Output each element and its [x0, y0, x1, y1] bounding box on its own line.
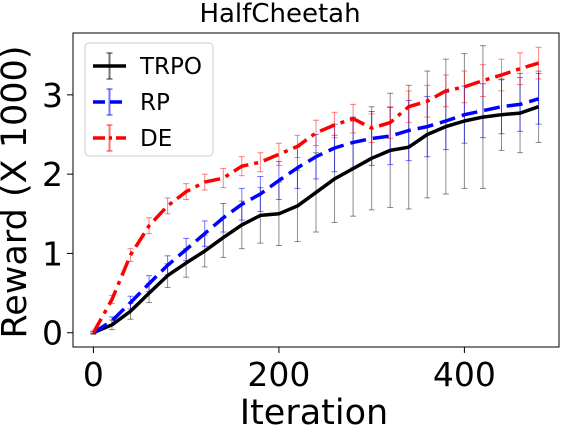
- y-tick-label: 3: [42, 76, 63, 115]
- legend: TRPO RP DE: [84, 42, 214, 157]
- x-axis-ticks: 0 200 400: [83, 347, 496, 394]
- y-tick-label: 2: [42, 155, 63, 194]
- y-tick-label: 1: [42, 234, 63, 273]
- x-tick-label: 0: [83, 355, 104, 394]
- legend-item-rp: RP: [93, 88, 170, 116]
- y-axis-ticks: 0 1 2 3: [42, 76, 73, 353]
- y-axis-label: Reward (X 1000): [0, 46, 35, 339]
- chart-title: HalfCheetah: [199, 0, 360, 29]
- legend-box: [84, 42, 214, 157]
- legend-item-trpo: TRPO: [93, 52, 202, 80]
- y-tick-label: 0: [42, 314, 63, 353]
- legend-label-de: DE: [140, 126, 172, 152]
- rp-line: [92, 97, 540, 335]
- legend-label-trpo: TRPO: [139, 54, 202, 80]
- x-tick-label: 400: [433, 355, 496, 394]
- legend-label-rp: RP: [140, 90, 170, 116]
- x-tick-label: 200: [247, 355, 310, 394]
- legend-item-de: DE: [93, 124, 172, 152]
- trpo-line: [92, 105, 540, 335]
- x-axis-label: Iteration: [240, 393, 388, 431]
- plot-area: [72, 32, 560, 348]
- series-lines: [91, 61, 540, 335]
